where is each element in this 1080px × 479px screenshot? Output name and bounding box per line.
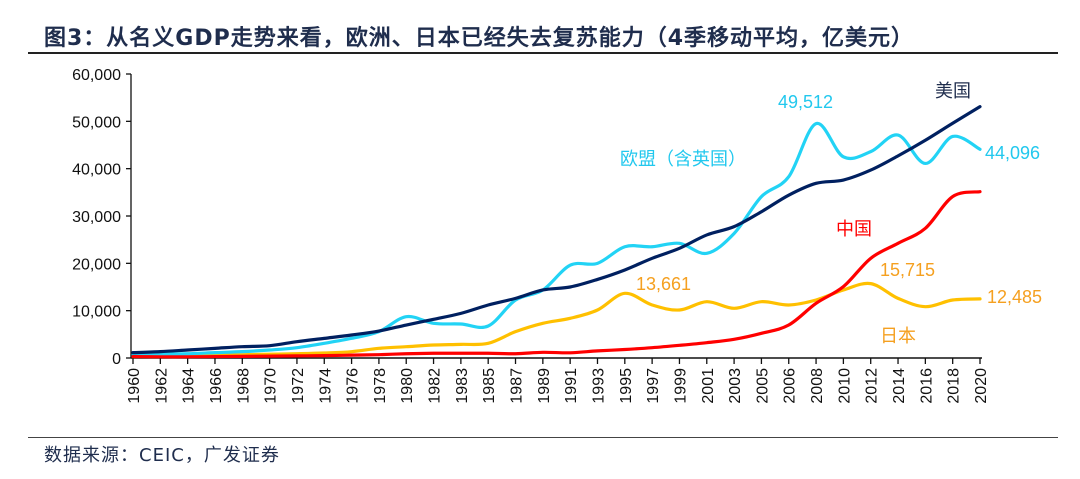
x-tick-label: 1962: [153, 368, 170, 404]
source-note: 数据来源：CEIC，广发证券: [44, 445, 280, 466]
x-tick-label: 1960: [126, 368, 143, 404]
x-tick-label: 1993: [590, 368, 607, 404]
x-tick-label: 1995: [618, 368, 635, 404]
x-tick-label: 2014: [891, 368, 908, 404]
series-line-2: [131, 190, 982, 359]
x-tick-label: 1997: [645, 368, 662, 404]
y-tick-label: 20,000: [72, 256, 121, 273]
source-divider: [28, 437, 1058, 438]
x-tick-label: 1974: [317, 368, 334, 404]
x-tick-label: 1976: [345, 368, 362, 404]
label-eu-last: 44,096: [985, 143, 1040, 163]
label-jp-peak-2012: 15,715: [880, 260, 935, 280]
x-tick-label: 2005: [754, 368, 771, 404]
x-tick-label: 1964: [181, 368, 198, 404]
x-tick-label: 2010: [836, 368, 853, 404]
label-eu: 欧盟（含英国）: [620, 149, 746, 169]
x-tick-label: 1980: [399, 368, 416, 404]
y-tick-label: 60,000: [72, 67, 121, 84]
x-tick-label: 1999: [672, 368, 689, 404]
x-tick-label: 1982: [427, 368, 444, 404]
x-tick-label: 1983: [454, 368, 471, 404]
y-tick-label: 30,000: [72, 209, 121, 226]
x-tick-label: 2001: [700, 368, 717, 404]
x-tick-label: 2006: [782, 368, 799, 404]
axes: 0 10,000 20,000 30,000 40,000 50,000 60,000 196…: [72, 67, 990, 404]
x-tick-label: 1968: [235, 368, 252, 404]
x-tick-label: 1972: [290, 368, 307, 404]
series-line-1: [131, 122, 982, 357]
x-tick-label: 1989: [536, 368, 553, 404]
chart-title: 图3：从名义GDP走势来看，欧洲、日本已经失去复苏能力（4季移动平均，亿美元）: [44, 26, 915, 51]
x-tick-label: 1987: [509, 368, 526, 404]
x-tick-label: 1991: [563, 368, 580, 404]
title-divider: [28, 52, 1058, 54]
x-tick-label: 1978: [372, 368, 389, 404]
y-tick-label: 40,000: [72, 162, 121, 179]
x-tick-label: 1966: [208, 368, 225, 404]
y-tick-label: 50,000: [72, 114, 121, 131]
annotations: 美国 欧盟（含英国） 49,512 44,096 中国 15,715 13,66…: [620, 81, 1042, 346]
label-japan: 日本: [880, 326, 916, 346]
series-line-3: [131, 281, 982, 359]
series-line-0: [131, 105, 982, 355]
x-tick-label: 2020: [973, 368, 990, 404]
label-us: 美国: [935, 81, 971, 101]
y-tick-label: 10,000: [72, 304, 121, 321]
series-lines: [131, 105, 982, 359]
x-tick-label: 2016: [918, 368, 935, 404]
y-tick-label: 0: [112, 351, 121, 368]
x-tick-label: 1970: [263, 368, 280, 404]
x-tick-label: 2008: [809, 368, 826, 404]
label-china: 中国: [836, 219, 872, 239]
label-jp-last: 12,485: [987, 287, 1042, 307]
x-tick-label: 2018: [946, 368, 963, 404]
x-tick-label: 1985: [481, 368, 498, 404]
label-jp-peak-1995: 13,661: [636, 274, 691, 294]
x-tick-label: 2003: [727, 368, 744, 404]
x-tick-label: 2012: [864, 368, 881, 404]
label-eu-peak: 49,512: [778, 92, 833, 112]
